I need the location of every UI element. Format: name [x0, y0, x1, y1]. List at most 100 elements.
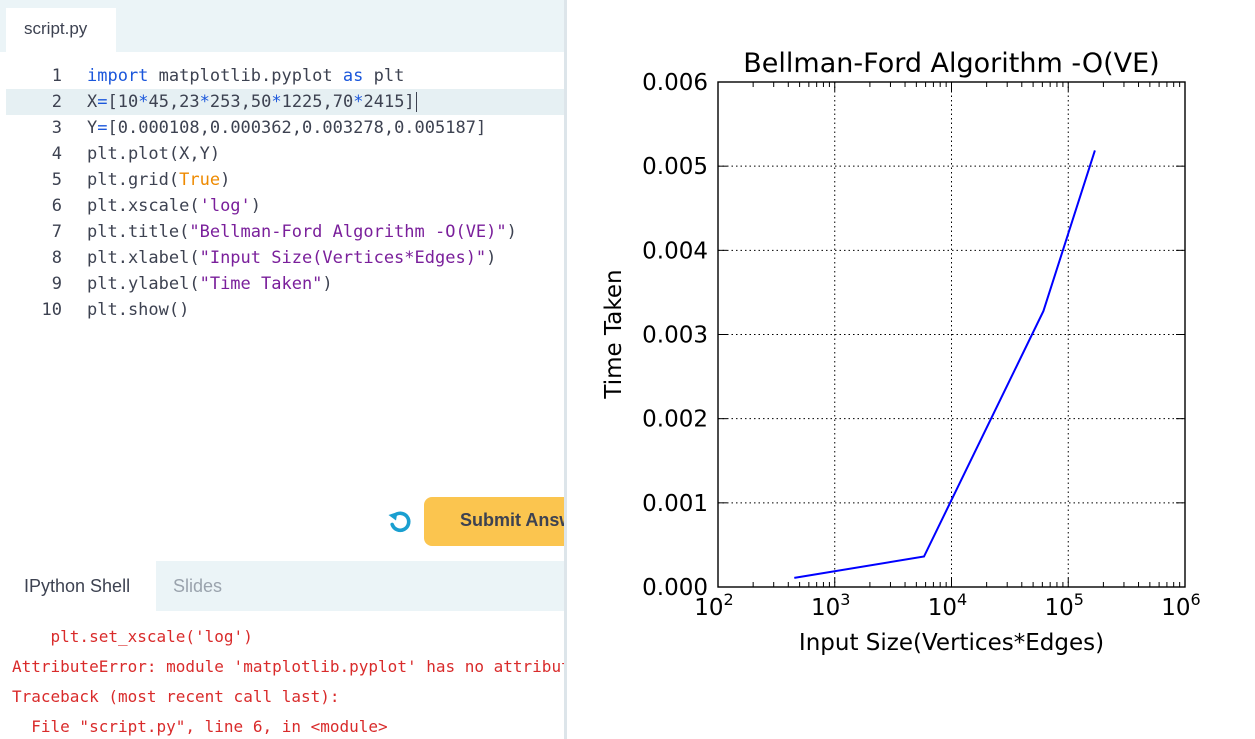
code-text: X=[10*45,23*253,50*1225,70*2415] [87, 89, 417, 115]
line-number: 10 [41, 300, 62, 320]
code-line: 6 plt.xscale('log') [0, 193, 565, 219]
code-text: import matplotlib.pyplot as plt [87, 63, 404, 89]
code-token: "Time Taken" [199, 274, 323, 294]
reset-icon [388, 511, 411, 532]
line-number: 5 [51, 170, 62, 190]
y-tick-label: 0.000 [642, 575, 708, 601]
x-tick-label: 105 [1045, 590, 1084, 621]
reset-button[interactable] [386, 508, 414, 536]
code-token: * [138, 92, 149, 112]
line-number: 1 [51, 66, 62, 86]
code-token: plt.xscale( [87, 196, 200, 216]
x-tick-label: 106 [1161, 590, 1200, 621]
code-token: plt.ylabel( [87, 274, 200, 294]
line-number: 4 [51, 144, 62, 164]
code-token: ) [506, 222, 517, 242]
code-token: 1225,70 [281, 92, 354, 112]
tab-slides[interactable]: Slides [173, 576, 223, 596]
code-token: plt.plot(X,Y) [87, 144, 221, 164]
code-token: [0.000108,0.000362,0.003278,0.005187] [107, 118, 487, 138]
code-line: 1 import matplotlib.pyplot as plt [0, 63, 565, 89]
code-text: plt.show() [87, 297, 189, 323]
x-tick-exponent: 3 [840, 590, 850, 609]
code-line: 8 plt.xlabel("Input Size(Vertices*Edges)"… [0, 245, 565, 271]
line-number: 8 [51, 248, 62, 268]
x-tick-exponent: 5 [1074, 590, 1084, 609]
x-tick-exponent: 6 [1191, 590, 1201, 609]
y-tick-label: 0.006 [642, 70, 708, 96]
code-token: [10 [107, 92, 139, 112]
x-axis-label: Input Size(Vertices*Edges) [799, 630, 1104, 656]
shell-output-line: File "script.py", line 6, in <module> [12, 717, 388, 736]
code-token: 253,50 [209, 92, 272, 112]
x-tick-base: 10 [811, 595, 840, 621]
line-number: 2 [51, 92, 62, 112]
code-token: ) [250, 196, 262, 216]
code-line: 9 plt.ylabel("Time Taken") [0, 271, 565, 297]
code-token: ) [220, 170, 231, 190]
x-tick-base: 10 [928, 595, 957, 621]
code-token: as [342, 66, 364, 86]
code-token: plt.title( [87, 222, 190, 242]
shell-output-line: plt.set_xscale('log') [12, 627, 253, 646]
x-tick-label: 104 [928, 590, 967, 621]
submit-answer-button[interactable]: Submit Answer [424, 497, 565, 546]
code-text: plt.title("Bellman-Ford Algorithm -O(VE)… [87, 219, 517, 245]
code-line: 7 plt.title("Bellman-Ford Algorithm -O(VE… [0, 219, 565, 245]
code-line: 4 plt.plot(X,Y) [0, 141, 565, 167]
code-token: "Bellman-Ford Algorithm -O(VE)" [189, 222, 507, 242]
x-tick-base: 10 [694, 595, 723, 621]
x-tick-base: 10 [1161, 595, 1190, 621]
y-tick-label: 0.002 [642, 407, 708, 433]
plot-window: 102 103 104 105 106 0.000 0.001 0.002 0.003 0.004… [567, 0, 1255, 739]
matplotlib-figure: 102 103 104 105 1060.0000.0010.0020.0030.004… [601, 48, 1201, 656]
code-text: plt.plot(X,Y) [87, 141, 220, 167]
code-token: = [97, 118, 108, 138]
code-token: = [97, 92, 108, 112]
tab-script-py[interactable]: script.py [6, 8, 116, 52]
line-number: 7 [51, 222, 62, 242]
y-tick-label: 0.001 [642, 491, 708, 517]
code-token: True [179, 170, 221, 190]
code-token: Y [87, 118, 98, 138]
code-text: plt.grid(True) [87, 167, 230, 193]
code-token: matplotlib.pyplot [148, 66, 343, 86]
chart-title: Bellman-Ford Algorithm -O(VE) [743, 48, 1159, 79]
shell-output-line: Traceback (most recent call last): [12, 687, 340, 706]
code-token: X [87, 92, 98, 112]
editor-pane: script.py 1 import matplotlib.pyplot as p… [0, 0, 565, 739]
shell-output[interactable]: plt.set_xscale('log') AttributeError: mo… [0, 618, 565, 739]
y-axis-label: Time Taken [601, 269, 627, 399]
code-text: plt.xlabel("Input Size(Vertices*Edges)") [87, 245, 496, 271]
y-tick-label: 0.005 [642, 154, 708, 180]
code-text: plt.ylabel("Time Taken") [87, 271, 333, 297]
shell-output-line: AttributeError: module 'matplotlib.pyplo… [12, 657, 565, 676]
code-text: Y=[0.000108,0.000362,0.003278,0.005187] [87, 115, 486, 141]
pane-divider[interactable] [564, 0, 567, 739]
line-number: 6 [51, 196, 62, 216]
code-token: * [353, 92, 364, 112]
code-token: 'log' [199, 196, 251, 216]
code-token: "Input Size(Vertices*Edges)" [199, 248, 487, 268]
code-editor[interactable]: 1 import matplotlib.pyplot as plt 2 X=[10*4… [0, 63, 565, 483]
code-token: plt [363, 66, 405, 86]
code-token: ) [486, 248, 497, 268]
code-token: plt.grid( [87, 170, 180, 190]
code-text: plt.xscale('log') [87, 193, 261, 219]
text-cursor [415, 92, 417, 112]
line-number: 3 [51, 118, 62, 138]
code-token: * [199, 92, 210, 112]
code-line: 2 X=[10*45,23*253,50*1225,70*2415] [6, 89, 565, 115]
x-tick-exponent: 4 [957, 590, 967, 609]
x-tick-label: 103 [811, 590, 850, 621]
code-line: 10 plt.show() [0, 297, 565, 323]
axes-frame [717, 81, 1186, 588]
tab-ipython-shell[interactable]: IPython Shell [6, 561, 156, 611]
shell-tab-bar: IPython Shell Slides [6, 561, 565, 611]
x-tick-label: 102 [694, 590, 733, 621]
code-token: 2415] [363, 92, 415, 112]
code-token: import [87, 66, 149, 86]
y-tick-label: 0.003 [642, 323, 708, 349]
series-line [794, 150, 1096, 579]
x-tick-base: 10 [1045, 595, 1074, 621]
